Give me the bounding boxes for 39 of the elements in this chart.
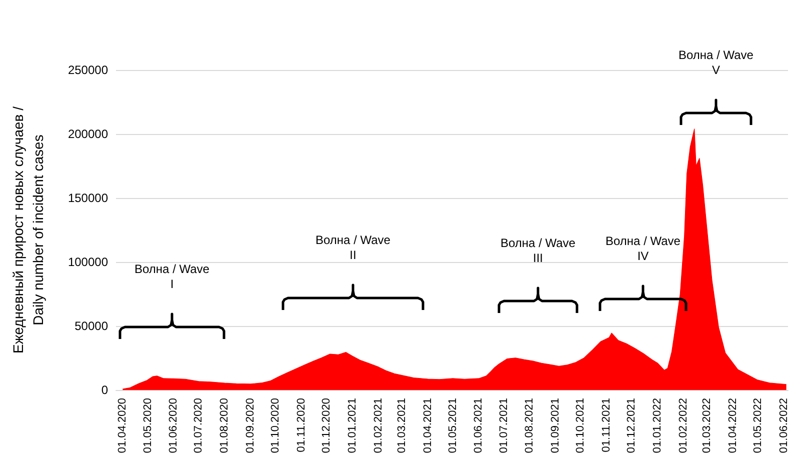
x-tick-label: 01.05.2020: [142, 398, 154, 454]
x-tick-label: 01.12.2020: [320, 398, 333, 454]
y-tick-label: 200000: [68, 127, 108, 141]
x-tick-label: 01.04.2022: [726, 398, 739, 454]
x-tick-label: 01.08.2020: [218, 398, 231, 454]
x-tick-label: 01.01.2022: [652, 398, 664, 454]
x-tick-label: 01.07.2021: [498, 398, 510, 454]
x-tick-label: 01.09.2021: [550, 398, 562, 454]
x-tick-label: 01.10.2020: [270, 398, 282, 454]
x-tick-label: 01.10.2021: [574, 398, 587, 454]
x-tick-label: 01.03.2022: [700, 398, 713, 454]
annotation: Волна / Wave II: [316, 233, 391, 262]
annotation: Волна / Wave III: [500, 236, 576, 265]
y-tick-label: 0: [101, 383, 108, 397]
x-tick-label: 01.04.2020: [116, 398, 129, 454]
annotation: Волна / Wave I: [134, 262, 210, 291]
x-tick-label: 01.06.2022: [778, 398, 790, 454]
x-tick-label: 01.03.2021: [396, 398, 408, 454]
y-tick-label: 100000: [68, 255, 108, 269]
x-tick-label: 01.04.2021: [422, 398, 434, 454]
x-tick-label: 01.06.2021: [472, 398, 485, 454]
x-tick-label: 01.07.2020: [192, 398, 205, 454]
x-tick-label: 01.11.2020: [296, 398, 308, 452]
y-tick-label: 50000: [74, 319, 108, 333]
x-tick-label: 01.11.2021: [600, 398, 613, 452]
annotation: Волна / Wave IV: [606, 234, 681, 263]
x-tick-label: 01.02.2022: [678, 398, 690, 454]
x-tick-label: 01.05.2021: [446, 398, 459, 454]
x-tick-label: 01.05.2022: [752, 398, 764, 454]
x-tick-label: 01.08.2021: [524, 398, 536, 454]
y-tick-label: 150000: [68, 191, 108, 205]
annotation: Волна / Wave V: [678, 48, 754, 77]
x-tick-label: 01.09.2020: [244, 398, 257, 454]
y-tick-label: 250000: [68, 63, 108, 77]
x-tick-label: 01.02.2021: [372, 398, 384, 454]
x-tick-label: 01.06.2020: [168, 398, 180, 454]
x-tick-label: 01.01.2021: [346, 398, 359, 454]
y-axis-title: Ежедневный прирост новых случаев / Daily number of incident cases: [10, 106, 46, 354]
x-tick-label: 01.12.2021: [626, 398, 638, 454]
